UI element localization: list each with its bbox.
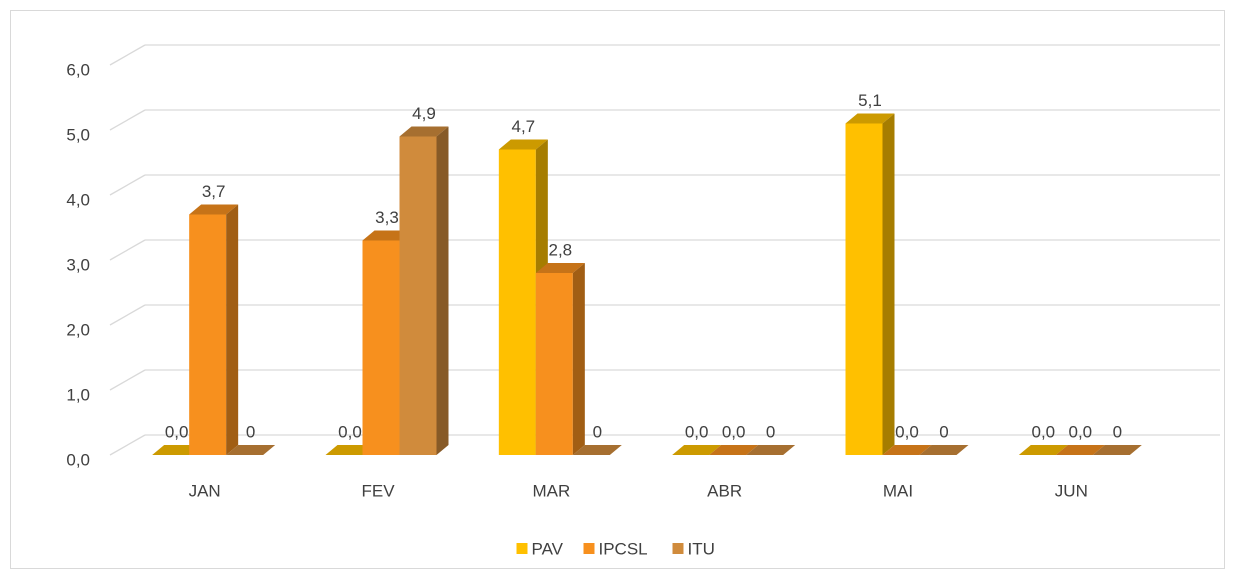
bar-front	[362, 240, 400, 455]
data-label: 0,0	[165, 422, 189, 441]
grid-line-depth	[109, 239, 146, 261]
bar-top	[1092, 445, 1142, 455]
data-label: 3,3	[375, 208, 399, 227]
x-tick-label: MAR	[532, 481, 570, 500]
grid-line-depth	[109, 434, 146, 456]
data-label: 0,0	[685, 422, 709, 441]
bar-front	[399, 136, 437, 455]
legend-swatch	[672, 543, 684, 554]
bar-side	[436, 126, 449, 455]
grid-line-depth	[109, 369, 146, 391]
data-label: 0	[766, 422, 775, 441]
y-tick-label: 2,0	[66, 320, 90, 339]
grid-line-depth	[109, 109, 146, 131]
y-tick-label: 6,0	[66, 60, 90, 79]
bar-top	[362, 230, 412, 241]
bar-side	[226, 204, 239, 455]
data-label: 0	[1113, 422, 1122, 441]
bar-top	[152, 445, 202, 455]
x-tick-label: MAI	[883, 481, 913, 500]
bar-top	[226, 445, 276, 455]
data-label: 0,0	[338, 422, 362, 441]
grid-line-depth	[109, 44, 146, 66]
bar-top	[498, 139, 548, 150]
bar-top	[535, 263, 585, 273]
data-label: 5,1	[858, 91, 882, 110]
bar-top	[709, 445, 759, 455]
y-tick-label: 3,0	[66, 255, 90, 274]
bar-top	[845, 113, 895, 124]
grid-line-depth	[109, 304, 146, 326]
legend-label: IPCSL	[599, 539, 648, 558]
bar-front	[845, 123, 883, 455]
data-label: 0	[246, 422, 255, 441]
y-tick-label: 4,0	[66, 190, 90, 209]
bar-top	[919, 445, 969, 455]
x-tick-label: JAN	[189, 481, 221, 500]
bar-top	[1055, 445, 1105, 455]
data-label: 0	[939, 422, 948, 441]
bar-top	[189, 204, 239, 215]
bar-top	[399, 126, 449, 137]
legend-label: ITU	[688, 539, 715, 558]
data-label: 0,0	[722, 422, 746, 441]
bar-side	[572, 263, 585, 455]
legend-label: PAV	[532, 539, 564, 558]
data-label: 0,0	[1069, 422, 1093, 441]
legend-swatch	[583, 543, 595, 554]
data-label: 4,7	[512, 117, 536, 136]
bar-top	[1018, 445, 1068, 455]
bar-top	[325, 445, 375, 455]
bar-top	[672, 445, 722, 455]
data-label: 0,0	[895, 422, 919, 441]
bar-top	[746, 445, 796, 455]
bar-top	[882, 445, 932, 455]
bar-front	[189, 214, 227, 455]
bar-top	[572, 445, 622, 455]
x-tick-label: JUN	[1055, 481, 1088, 500]
data-label: 3,7	[202, 182, 226, 201]
grid-line-depth	[109, 174, 146, 196]
x-tick-label: ABR	[707, 481, 742, 500]
y-tick-label: 1,0	[66, 385, 90, 404]
data-label: 0,0	[1032, 422, 1056, 441]
y-tick-label: 0,0	[66, 450, 90, 469]
legend-swatch	[516, 543, 528, 554]
bar-front	[535, 273, 573, 455]
data-label: 2,8	[549, 240, 573, 259]
bar-side	[882, 113, 895, 455]
x-tick-label: FEV	[361, 481, 395, 500]
y-tick-label: 5,0	[66, 125, 90, 144]
data-label: 0	[593, 422, 602, 441]
data-label: 4,9	[412, 104, 436, 123]
bar-front	[498, 149, 536, 455]
